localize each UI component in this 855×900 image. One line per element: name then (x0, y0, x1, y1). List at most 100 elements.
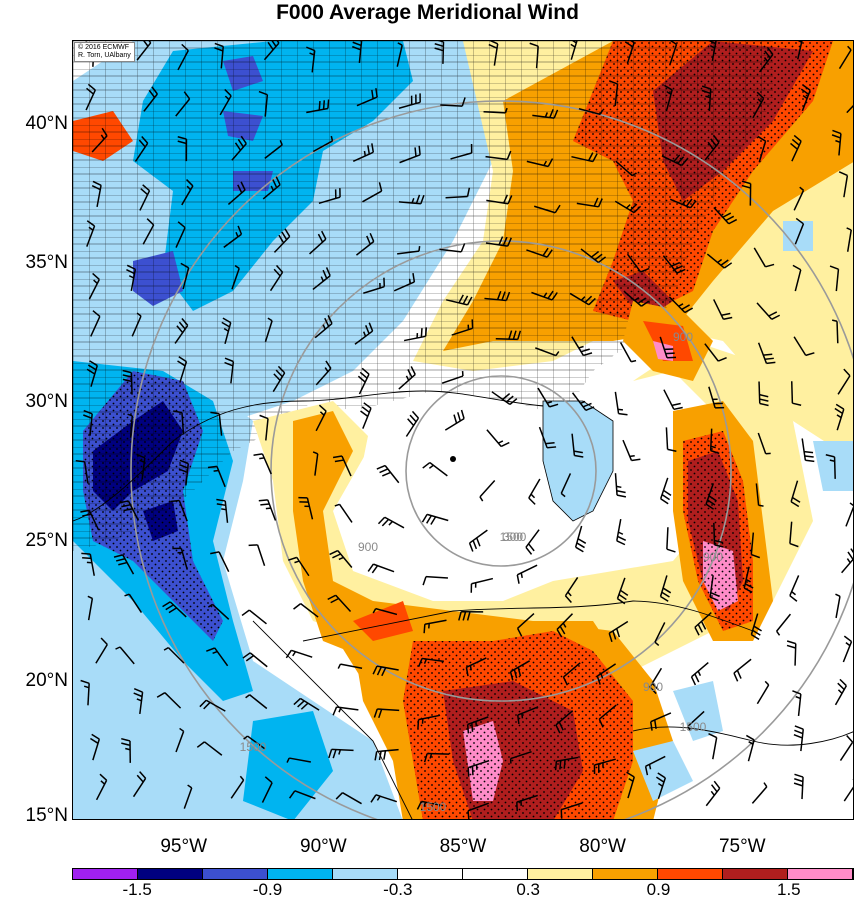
wind-barb (243, 735, 266, 750)
colorbar-segment (463, 869, 528, 879)
wind-barb (517, 706, 539, 725)
wind-barb (834, 678, 848, 706)
wind-barb (789, 575, 800, 602)
wind-barb (665, 427, 677, 452)
wind-barb (571, 152, 598, 163)
wind-barb (533, 204, 561, 214)
wind-barb (162, 601, 187, 618)
wind-barb (598, 704, 617, 728)
wind-barb (709, 428, 720, 455)
wind-barb (526, 247, 553, 258)
wind-barb (467, 802, 490, 819)
wind-barb (173, 410, 185, 435)
wind-barb (312, 135, 334, 153)
wind-barb (578, 108, 604, 116)
wind-barb (535, 347, 560, 357)
wind-barb (564, 577, 579, 603)
wind-barb (458, 610, 484, 621)
wind-barb (838, 45, 852, 69)
lon-label: 95°W (160, 836, 208, 857)
wind-barb (608, 80, 619, 107)
colorbar-segment (333, 869, 398, 879)
wind-barb (614, 200, 642, 214)
wind-barb (170, 499, 188, 522)
wind-barb (362, 182, 383, 203)
wind-barb (231, 135, 247, 161)
wind-barb (619, 342, 637, 363)
wind-barb (794, 217, 805, 245)
wind-barb (174, 318, 189, 344)
wind-barb (516, 564, 538, 584)
wind-barb (337, 663, 363, 670)
contour-label: 900 (358, 540, 378, 554)
wind-barb (248, 544, 266, 566)
wind-barb (466, 716, 489, 734)
wind-barb (91, 127, 108, 153)
wind-barb (332, 706, 359, 716)
wind-barb (440, 97, 466, 107)
wind-barb (207, 465, 226, 488)
wind-barb (242, 652, 268, 668)
wind-barb (355, 232, 375, 256)
wind-barb (532, 109, 559, 119)
wind-barb (837, 368, 851, 395)
wind-barb (669, 41, 678, 66)
wind-barb (363, 277, 386, 294)
wind-barb (133, 688, 144, 715)
wind-barb (624, 291, 650, 307)
wind-barb (139, 184, 151, 211)
wind-barb (231, 264, 240, 290)
wind-barb (663, 389, 683, 411)
wind-barb (224, 357, 235, 384)
wind-barb (405, 410, 420, 437)
wind-barb (253, 453, 272, 475)
wind-barb (312, 451, 319, 476)
wind-barb (654, 622, 666, 647)
wind-barb (272, 365, 286, 393)
lon-label: 75°W (718, 836, 766, 857)
wind-barb (178, 459, 190, 486)
colorbar-segment (593, 869, 658, 879)
wind-barb (555, 710, 574, 734)
wind-barb (485, 236, 512, 247)
wind-barb (608, 620, 629, 643)
colorbar-segment (203, 869, 268, 879)
lon-label: 90°W (300, 836, 347, 857)
wind-barb (495, 330, 522, 341)
wind-barb (80, 509, 100, 531)
wind-barb (528, 478, 541, 505)
wind-barb (352, 143, 375, 163)
wind-barb (127, 413, 134, 438)
wind-barb (789, 521, 799, 548)
colorbar-segment (138, 869, 203, 879)
contour-label: 900 (703, 550, 723, 564)
wind-barb (87, 595, 94, 621)
wind-barb (486, 194, 513, 205)
storm-center-marker (450, 456, 456, 462)
wind-barb (569, 292, 596, 306)
wind-barb (132, 771, 147, 798)
wind-barb (793, 725, 805, 752)
wind-barb (258, 499, 277, 521)
wind-barb (143, 86, 158, 112)
wind-barb (293, 697, 320, 711)
wind-barb (422, 461, 448, 477)
wind-barb (616, 577, 629, 605)
colorbar-label: 1.5 (777, 880, 801, 899)
wind-barb (196, 741, 223, 756)
wind-barb (483, 107, 508, 114)
wind-barb (733, 658, 752, 682)
wind-barb (315, 360, 332, 386)
colorbar-segment (73, 869, 138, 879)
storm-core-white (363, 391, 593, 551)
lat-label: 25°N (25, 530, 68, 552)
wind-barb (445, 294, 473, 306)
colorbar-segment (723, 869, 788, 879)
wind-barb (776, 613, 792, 636)
wind-barb (757, 432, 771, 455)
colorbar-segment (788, 869, 853, 879)
wind-barb (571, 336, 593, 357)
wind-barb (263, 41, 280, 61)
wind-barb (525, 529, 540, 555)
wind-barb (450, 143, 473, 160)
